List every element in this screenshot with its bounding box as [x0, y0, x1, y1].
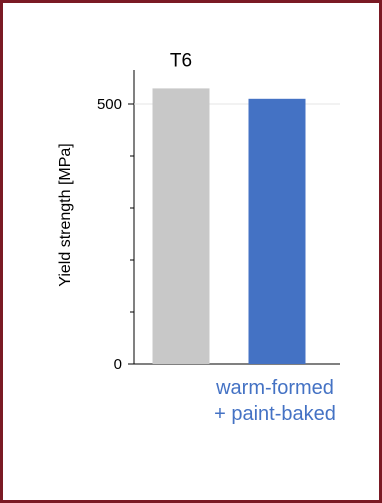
category-label: T6 [170, 50, 192, 71]
y-tick-label: 500 [97, 96, 122, 113]
bars [153, 88, 306, 364]
y-axis-title: Yield strength [MPa] [57, 143, 74, 286]
bar [153, 88, 210, 364]
bar [249, 99, 306, 364]
category-label: + paint-baked [214, 403, 336, 425]
category-label: warm-formed [215, 377, 334, 399]
y-tick-label: 0 [114, 356, 122, 373]
